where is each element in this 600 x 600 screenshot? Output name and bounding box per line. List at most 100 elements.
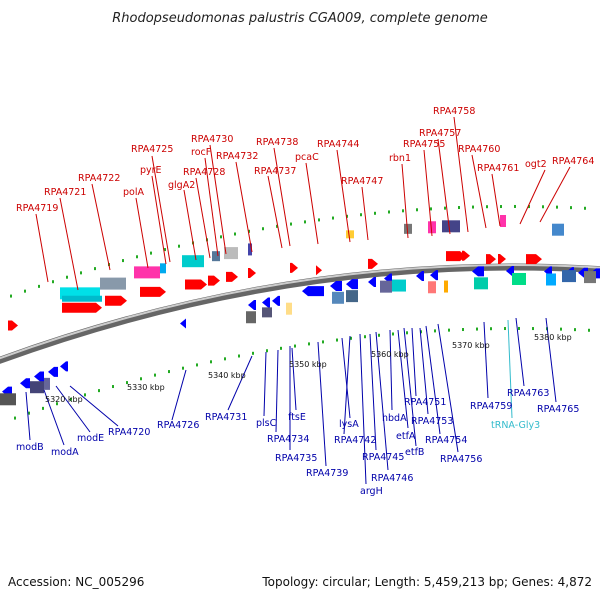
gene-label: plsC	[256, 418, 277, 429]
gene-label: RPA4719	[16, 203, 58, 214]
track-dot	[476, 327, 478, 331]
leader-line	[361, 186, 369, 241]
reverse-gene	[346, 279, 358, 290]
track-dot	[56, 402, 58, 406]
track-dot	[350, 336, 352, 340]
gene-label: etfB	[405, 447, 424, 458]
leader-line	[423, 149, 433, 237]
feature-box	[500, 215, 506, 228]
gene-label: RPA4751	[404, 397, 446, 408]
track-dot	[66, 275, 68, 279]
track-dot	[402, 209, 404, 213]
track-dot	[420, 330, 422, 334]
gene-label: RPA4722	[78, 173, 120, 184]
track-dot	[70, 397, 72, 401]
leader-line	[151, 155, 171, 263]
genome-backbone-highlight	[0, 263, 600, 360]
leader-line	[69, 385, 119, 427]
track-dot	[304, 220, 306, 224]
gene-label: modB	[16, 442, 44, 453]
gene-label: RPA4739	[306, 468, 348, 479]
gene-label: RPA4761	[477, 163, 519, 174]
leader-line	[375, 331, 389, 471]
leader-line	[545, 317, 557, 403]
track-dot	[364, 335, 366, 339]
gene-label: RPA4744	[317, 139, 359, 150]
gene-label: pcaC	[295, 152, 319, 163]
track-dot	[80, 271, 82, 275]
track-dot	[262, 227, 264, 231]
genome-backbone	[0, 263, 600, 364]
gene-label: hbdA	[382, 413, 407, 424]
track-dot	[318, 218, 320, 222]
feature-box	[100, 277, 126, 290]
forward-gene	[526, 254, 542, 265]
leader-line	[267, 175, 283, 249]
forward-gene	[140, 286, 166, 297]
gene-label: RPA4757	[419, 128, 461, 139]
tick-label: 5320 kbp	[45, 395, 83, 404]
feature-box	[160, 263, 166, 274]
track-dot	[178, 244, 180, 248]
forward-gene	[185, 279, 207, 290]
leader-line	[183, 189, 197, 261]
gene-label: tRNA-Gly3	[491, 420, 540, 431]
reverse-gene	[180, 318, 186, 329]
reverse-gene	[416, 271, 424, 282]
reverse-gene	[20, 378, 30, 389]
track-dot	[224, 357, 226, 361]
leader-line	[305, 162, 319, 245]
track-dot	[38, 284, 40, 288]
gene-label: RPA4753	[411, 416, 453, 427]
track-dot	[574, 328, 576, 332]
reverse-gene	[48, 366, 58, 377]
feature-box	[248, 243, 252, 256]
track-dot	[210, 360, 212, 364]
track-dot	[514, 204, 516, 208]
gene-label: RPA4759	[470, 401, 512, 412]
gene-label: RPA4745	[362, 452, 404, 463]
gene-label: RPA4746	[371, 473, 413, 484]
track-dot	[588, 328, 590, 332]
leader-line	[25, 391, 31, 441]
reverse-gene	[262, 297, 270, 308]
gene-label: RPA4763	[507, 388, 549, 399]
reverse-gene	[302, 286, 324, 297]
leader-line	[336, 149, 351, 243]
track-dot	[486, 205, 488, 209]
track-dot	[406, 331, 408, 335]
feature-box	[346, 230, 354, 239]
gene-label: ogt2	[525, 159, 547, 170]
feature-box	[474, 277, 488, 290]
track-dot	[52, 280, 54, 284]
forward-gene	[462, 250, 470, 261]
tick-label: 5350 kbp	[289, 360, 327, 369]
gene-label: RPA4728	[183, 167, 225, 178]
leader-line	[341, 337, 351, 419]
gene-label: RPA4760	[458, 144, 500, 155]
track-dot	[84, 393, 86, 397]
leader-line	[275, 349, 279, 433]
track-dot	[518, 326, 520, 330]
leader-line	[43, 389, 65, 446]
track-dot	[112, 385, 114, 389]
gene-label: RPA4732	[216, 151, 258, 162]
track-dot	[556, 205, 558, 209]
track-dot	[276, 224, 278, 228]
track-dot	[24, 289, 26, 293]
leader-line	[59, 197, 79, 291]
leader-line	[317, 341, 327, 467]
track-dot	[14, 416, 16, 420]
leader-line	[369, 333, 377, 451]
feature-box	[392, 279, 406, 292]
leader-line	[437, 138, 451, 235]
forward-gene-labels: RPA4719 RPA4721 RPA4722 polA pyrE RPA472…	[16, 106, 594, 214]
gene-label: RPA4737	[254, 166, 296, 177]
reverse-gene	[272, 295, 280, 306]
leader-line	[389, 329, 393, 411]
leader-line	[204, 157, 219, 257]
track-dot	[500, 205, 502, 209]
gene-label: modE	[77, 433, 104, 444]
track-dot	[490, 327, 492, 331]
feature-box	[380, 280, 392, 293]
